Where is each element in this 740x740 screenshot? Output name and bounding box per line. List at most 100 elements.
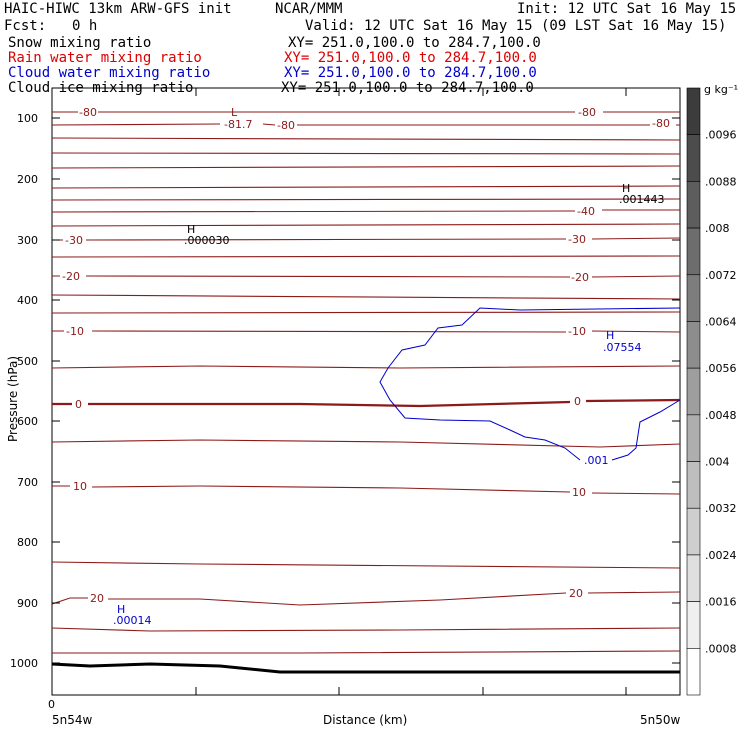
init-time: Init: 12 UTC Sat 16 May 15	[517, 1, 737, 17]
contour-label: -10	[568, 325, 586, 338]
temp-contour	[51, 209, 680, 213]
temp-contour	[51, 152, 681, 155]
colorbar-band	[686, 367, 701, 416]
colorbar-label: .0056	[705, 362, 737, 375]
contour-label: 10	[572, 486, 586, 499]
high-marker: H	[622, 182, 630, 195]
y-tick-label: 500	[17, 355, 38, 368]
colorbar-label: .0048	[705, 409, 737, 422]
colorbar-band	[686, 554, 701, 602]
colorbar-band	[686, 601, 701, 649]
contour-label: -80	[578, 106, 596, 119]
colorbar-label: .004	[705, 456, 730, 469]
high-value: .001443	[619, 193, 665, 206]
contour-label: -80	[79, 106, 97, 119]
high-value: .00014	[113, 614, 152, 627]
colorbar-label: .0016	[705, 596, 737, 609]
field-name-rain: Rain water mixing ratio	[8, 50, 202, 66]
forecast-label: Fcst:	[4, 18, 47, 34]
contour-label: -81.7	[224, 118, 252, 131]
colorbar-band	[686, 87, 701, 135]
colorbar-label: .0024	[705, 549, 737, 562]
temp-contour	[51, 561, 681, 569]
colorbar-band	[686, 274, 701, 322]
colorbar-band	[686, 507, 701, 556]
y-axis-ticks	[52, 117, 680, 664]
high-value: .07554	[603, 341, 642, 354]
y-tick-label: 300	[17, 234, 38, 247]
contour-label: 0	[75, 398, 82, 411]
colorbar-band	[686, 461, 701, 509]
colorbar-label: .0096	[705, 129, 737, 142]
high-marker: H	[187, 223, 195, 236]
contour-label: 10	[73, 480, 87, 493]
high-marker: H	[117, 603, 125, 616]
temp-contour	[51, 223, 681, 227]
contour-label: -20	[571, 271, 589, 284]
y-tick-label: 100	[17, 112, 38, 125]
y-tick-labels: 100 200 300 400 500 600 700 800 900 1000	[10, 112, 38, 670]
temp-contour	[51, 255, 681, 258]
y-tick-label: 400	[17, 294, 38, 307]
field-name-cloud-water: Cloud water mixing ratio	[8, 65, 211, 81]
y-tick-label: 1000	[10, 657, 38, 670]
y-tick-label: 200	[17, 173, 38, 186]
temp-contour	[51, 439, 681, 448]
temp-contour	[51, 165, 681, 169]
temp-contour	[52, 275, 681, 278]
colorbar-label: .008	[705, 222, 730, 235]
colorbar-band	[686, 648, 701, 696]
contour-label: -80	[652, 117, 670, 130]
colorbar-band	[686, 134, 701, 182]
org-label: NCAR/MMM	[275, 1, 343, 17]
x-end-label: 5n50w	[640, 713, 681, 727]
colorbar-band	[686, 227, 701, 276]
temp-contour	[52, 650, 681, 654]
contour-label: -30	[65, 234, 83, 247]
temp-contour	[51, 365, 681, 369]
plot-frame	[51, 87, 681, 696]
terrain-line	[51, 662, 680, 674]
y-tick-label: 800	[17, 536, 38, 549]
field-name-snow: Snow mixing ratio	[8, 35, 152, 51]
low-marker: L	[231, 106, 238, 119]
contour-label: 0	[574, 395, 581, 408]
y-axis-label: Pressure (hPa)	[6, 356, 20, 442]
temp-contour	[52, 330, 681, 333]
field-xy-snow: XY= 251.0,100.0 to 284.7,100.0	[288, 35, 541, 51]
field-xy-rain: XY= 251.0,100.0 to 284.7,100.0	[284, 50, 537, 66]
colorbar-band	[686, 414, 701, 462]
contour-label: -20	[62, 270, 80, 283]
temp-contour	[51, 123, 680, 126]
temp-contour	[51, 198, 681, 201]
forecast-hour: 0 h	[72, 18, 98, 34]
temperature-contours	[51, 111, 681, 654]
contour-label: -40	[577, 205, 595, 218]
high-value: .000030	[184, 234, 230, 247]
colorbar	[686, 87, 701, 696]
colorbar-labels: .0096 .0088 .008 .0072 .0064 .0056 .0048 .004 .0…	[705, 129, 737, 656]
y-tick-label: 900	[17, 597, 38, 610]
x-axis-label: Distance (km)	[323, 713, 407, 727]
y-tick-label: 600	[17, 415, 38, 428]
temp-contour	[52, 485, 681, 495]
temp-contour	[51, 137, 681, 141]
colorbar-label: .0088	[705, 175, 737, 188]
cloud-water-contour-label: .001	[584, 454, 609, 467]
temp-contour	[51, 627, 681, 632]
cloud-water-contour	[379, 307, 681, 461]
colorbar-band	[686, 321, 701, 369]
field-xy-cloud-water: XY= 251.0,100.0 to 284.7,100.0	[284, 65, 537, 81]
contour-label: -30	[568, 233, 586, 246]
temperature-contour-labels: -80 -81.7 -80 -80 -80 -40 -30 -30 -20 -2…	[62, 106, 670, 605]
colorbar-label: .0008	[705, 642, 737, 655]
extrema-markers: L H .000030 H .001443 H .07554 H .00014 …	[113, 106, 665, 627]
y-tick-label: 700	[17, 476, 38, 489]
x-axis-ticks	[195, 88, 627, 695]
model-title: HAIC-HIWC 13km ARW-GFS init	[4, 1, 232, 17]
temp-contour	[51, 311, 681, 314]
temp-contour	[51, 294, 681, 300]
x-start-label: 5n54w	[52, 713, 93, 727]
contour-label: 20	[569, 587, 583, 600]
